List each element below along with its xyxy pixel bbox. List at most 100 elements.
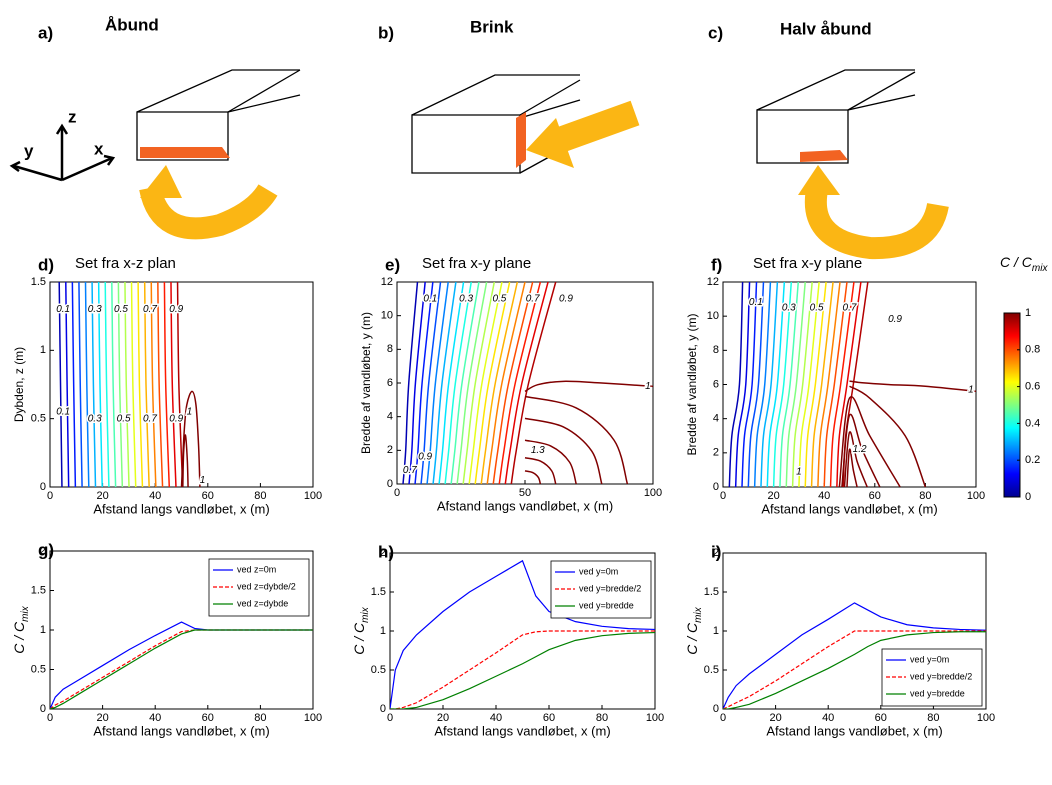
y-axis-label: C / Cmix [351,606,371,654]
contour-line [760,282,779,487]
y-tick-label: 10 [381,310,393,322]
arrow-head [526,118,574,168]
contour-label: 1.3 [531,445,545,456]
x-axis-label: Afstand langs vandløbet, x (m) [434,723,610,738]
panel-title: Åbund [105,15,159,34]
colorbar-tick-label: 1 [1025,307,1031,319]
contour-line [498,282,542,484]
contour-label: 0.7 [143,413,157,424]
x-tick-label: 20 [96,490,108,502]
y-tick-label: 0.5 [31,413,46,425]
panel-letter: g) [38,540,54,559]
contour-label: 1 [796,466,802,477]
colorbar-gradient [1003,312,1021,498]
contour-line [728,282,744,487]
x-tick-label: 40 [822,712,834,724]
contour-label: 1 [645,381,651,392]
y-tick-label: 0 [713,703,719,715]
x-tick-label: 80 [596,712,608,724]
y-axis-label: Bredde af vandløbet, y (m) [359,312,373,454]
y-tick-label: 2 [713,547,719,559]
y-axis-label: C / Cmix [11,605,31,653]
contour-line [157,282,164,487]
legend-label: ved y=bredde/2 [579,583,641,593]
contour-line [104,282,110,487]
contour-line [524,380,653,393]
panel-title: Set fra x-z plan [75,255,176,272]
contour-line [524,457,557,484]
axes-triad [9,123,116,182]
contour-label: 0.5 [810,302,824,313]
y-tick-label: 8 [713,344,719,356]
contour-label: 0.5 [492,293,506,304]
y-tick-label: 12 [381,276,393,288]
x-tick-label: 20 [769,712,781,724]
contour-line [137,282,144,487]
x-tick-label: 100 [304,712,322,724]
contour-line [182,434,189,487]
legend-label: ved z=0m [237,564,276,574]
legend-label: ved z=dybde [237,598,288,608]
contour-line [804,282,827,487]
x-tick-label: 0 [394,487,400,499]
channel-box [411,74,581,174]
contour-label: 0.3 [782,302,796,313]
contour-group: 0.1 0.3 0.5 0.7 0.90.70.911.3 [401,282,653,484]
x-tick-label: 20 [767,490,779,502]
x-tick-label: 0 [387,712,393,724]
panel-title: Set fra x-y plane [753,255,862,272]
x-tick-label: 0 [47,712,53,724]
contour-line [772,282,793,487]
y-tick-label: 0 [713,481,719,493]
x-tick-label: 80 [254,712,266,724]
y-tick-label: 0.5 [371,664,386,676]
x-tick-label: 60 [869,490,881,502]
contour-line [97,282,103,487]
x-tick-label: 0 [720,490,726,502]
contour-line [747,282,765,487]
contour-line [58,282,63,487]
panel-letter: e) [385,255,400,274]
contour-line [817,282,841,487]
contour-label: 0.5 [114,304,128,315]
x-tick-label: 60 [202,712,214,724]
contour-line [450,282,480,484]
contour-label: 0.3 [88,304,102,315]
axis-letter: z [68,107,77,126]
contour-line [510,282,557,484]
y-tick-label: 0 [387,478,393,490]
contour-line [829,282,855,487]
axis-letter: x [94,139,104,158]
contour-label: 0.7 [143,304,157,315]
x-tick-label: 100 [646,712,664,724]
channel-box [756,69,916,164]
contour-line [143,282,150,487]
contour-line [734,282,751,487]
contour-line [849,380,976,393]
series-group [390,559,655,709]
panel-letter: h) [378,542,394,561]
arrow-head [798,165,840,195]
label-main: C / C [1000,254,1033,270]
contour-line [766,282,786,487]
contour-line [468,282,503,484]
contour-line [91,282,97,487]
y-tick-label: 0.5 [31,663,46,675]
contour-line [798,282,820,487]
axis-letter: y [24,141,34,160]
y-tick-label: 0 [380,703,386,715]
contour-line [438,282,465,484]
contour-line [524,470,542,484]
contour-line [176,282,184,487]
flow-arrow [139,183,278,240]
contour-line [163,282,171,487]
y-tick-label: 1 [380,625,386,637]
contour-label: 0.1 [56,304,70,315]
x-tick-label: 100 [644,487,662,499]
contour-line [408,282,426,484]
x-tick-label: 100 [967,490,985,502]
y-tick-label: 1 [713,625,719,637]
channel-box [136,69,301,161]
y-tick-label: 1.5 [31,276,46,288]
contour-line [838,395,901,487]
